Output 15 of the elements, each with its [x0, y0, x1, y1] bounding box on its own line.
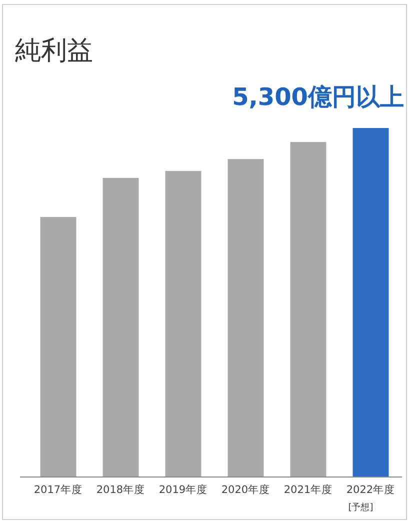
- text: [予想]: [348, 502, 374, 513]
- x-tick-label: 2017年度: [34, 483, 83, 496]
- bar: [228, 159, 264, 477]
- text: 5,300億円以上: [232, 83, 404, 111]
- x-tick-label: 2020年度: [221, 483, 270, 496]
- x-tick-label: 2018年度: [96, 483, 146, 496]
- bar: [165, 170, 202, 477]
- x-tick-label: 2021年度: [284, 483, 333, 496]
- bar: [290, 142, 326, 477]
- bar: [352, 128, 389, 477]
- x-tick-label: 2022年度: [346, 483, 396, 496]
- chart-title: 純利益: [15, 36, 93, 66]
- x-tick-label: 2019年度: [158, 483, 208, 496]
- bar: [102, 178, 139, 477]
- bar: [40, 216, 76, 477]
